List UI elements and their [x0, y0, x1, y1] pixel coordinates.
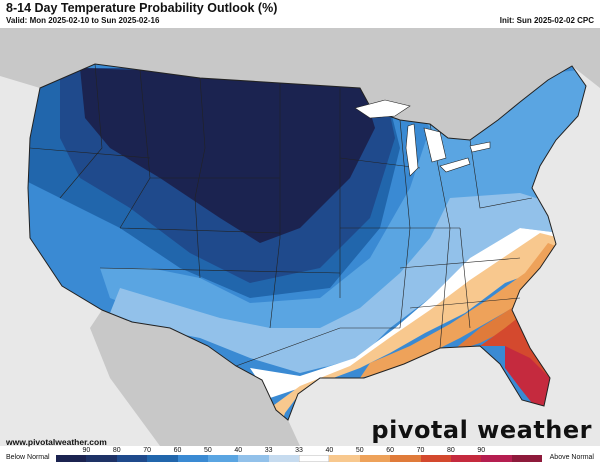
legend-tick-label: 33 [295, 447, 303, 454]
legend-tick-label: 90 [477, 447, 486, 454]
lake-erie [439, 157, 471, 173]
legend-swatch [511, 455, 542, 462]
brand-logo: pivotal weather [371, 416, 592, 444]
legend-swatch [329, 455, 360, 462]
legend-swatch [420, 455, 451, 462]
legend-below-label: Below Normal [6, 454, 50, 461]
legend-swatch [116, 455, 148, 462]
legend-tick-label: 60 [173, 447, 182, 454]
map-title: 8-14 Day Temperature Probability Outlook… [6, 1, 278, 15]
lake-michigan [405, 123, 419, 177]
legend-tick-label: 80 [112, 447, 121, 454]
legend-swatch [390, 455, 421, 462]
legend-tick-label: 90 [82, 447, 91, 454]
lake-ontario [469, 141, 491, 153]
legend-ticks: 90 80 70 60 50 40 33 33 40 50 60 70 80 90 [56, 447, 542, 454]
legend-swatch [238, 455, 269, 462]
website-url[interactable]: www.pivotalweather.com [6, 437, 107, 447]
legend-swatch [177, 455, 208, 462]
legend-tick-label: 40 [325, 447, 334, 454]
init-time: Init: Sun 2025-02-02 CPC [499, 16, 594, 25]
region-below-40 [100, 68, 586, 368]
region-below-33 [110, 193, 586, 373]
legend-swatch [56, 455, 87, 462]
legend-swatch [359, 455, 391, 462]
legend: Below Normal 90 80 70 60 50 40 33 33 40 50 60 70 80 9… [0, 447, 600, 464]
outlook-map [0, 28, 600, 446]
legend-tick-label: 60 [386, 447, 395, 454]
legend-tick-label: 50 [203, 447, 212, 454]
lake-superior [354, 99, 411, 119]
legend-colorbar [56, 455, 542, 462]
mexico-land [90, 310, 300, 446]
map-svg [0, 28, 600, 446]
legend-above-label: Above Normal [549, 454, 594, 461]
legend-swatch [450, 455, 482, 462]
legend-tick-label: 33 [264, 447, 273, 454]
legend-swatch [481, 455, 512, 462]
lake-huron [423, 127, 447, 163]
legend-tick-label: 70 [416, 447, 425, 454]
region-below-90 [80, 68, 375, 243]
legend-swatch [299, 455, 330, 462]
legend-swatch [268, 455, 299, 462]
legend-swatch [147, 455, 178, 462]
legend-tick-label: 40 [234, 447, 243, 454]
header: 8-14 Day Temperature Probability Outlook… [0, 0, 600, 28]
valid-period: Valid: Mon 2025-02-10 to Sun 2025-02-16 [6, 16, 160, 25]
legend-tick-label: 50 [355, 447, 364, 454]
legend-swatch [207, 455, 239, 462]
legend-swatch [86, 455, 117, 462]
legend-tick-label: 80 [446, 447, 455, 454]
state-borders [29, 63, 533, 367]
legend-tick-label: 70 [143, 447, 152, 454]
